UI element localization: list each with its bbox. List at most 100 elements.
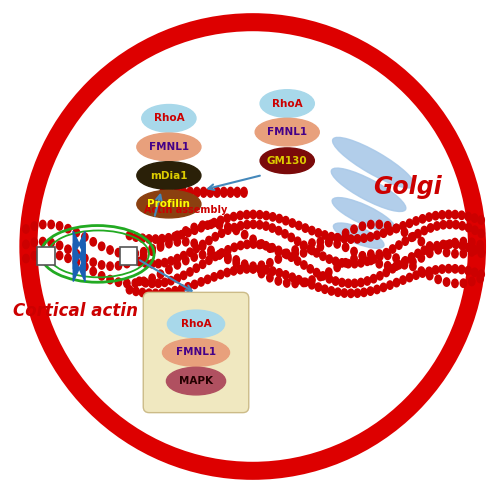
Ellipse shape [326,238,332,246]
Ellipse shape [155,279,162,287]
Ellipse shape [359,251,366,260]
Ellipse shape [452,220,459,229]
FancyBboxPatch shape [37,247,54,265]
Ellipse shape [149,279,155,287]
Ellipse shape [307,265,314,273]
Ellipse shape [194,187,200,197]
Ellipse shape [180,187,186,197]
Ellipse shape [434,222,440,230]
Ellipse shape [40,238,46,246]
Ellipse shape [302,278,308,286]
Ellipse shape [168,310,224,338]
Ellipse shape [402,261,407,269]
Ellipse shape [56,241,63,249]
Polygon shape [74,244,79,269]
Ellipse shape [358,259,364,267]
Ellipse shape [396,261,402,269]
Ellipse shape [300,248,306,257]
Polygon shape [79,231,85,257]
Ellipse shape [418,267,424,275]
Ellipse shape [182,227,189,235]
Ellipse shape [256,211,263,219]
Ellipse shape [216,251,222,259]
Ellipse shape [255,118,320,146]
Ellipse shape [166,236,172,244]
Ellipse shape [107,246,114,254]
Ellipse shape [98,272,105,280]
Ellipse shape [458,211,465,219]
Ellipse shape [40,250,46,258]
Ellipse shape [146,289,152,297]
Ellipse shape [334,263,340,272]
Ellipse shape [428,244,434,252]
Ellipse shape [326,238,332,246]
Ellipse shape [370,255,377,263]
Ellipse shape [182,238,189,246]
Ellipse shape [182,256,189,265]
Ellipse shape [142,279,149,287]
Ellipse shape [149,259,155,268]
Ellipse shape [282,230,288,238]
Ellipse shape [166,240,172,248]
Ellipse shape [418,254,424,262]
Ellipse shape [334,288,341,296]
Ellipse shape [354,289,360,297]
Ellipse shape [322,231,328,239]
Ellipse shape [342,243,349,251]
Ellipse shape [22,240,29,248]
Ellipse shape [426,242,433,250]
Ellipse shape [468,277,475,285]
Ellipse shape [48,220,54,229]
Ellipse shape [459,242,466,250]
Ellipse shape [238,241,244,249]
Ellipse shape [160,187,166,197]
Text: mDia1: mDia1 [150,171,188,180]
Ellipse shape [82,262,88,271]
Ellipse shape [376,260,382,268]
Ellipse shape [224,255,231,264]
Ellipse shape [126,231,132,240]
Ellipse shape [270,267,276,275]
Ellipse shape [477,241,484,249]
Ellipse shape [446,211,452,219]
Ellipse shape [159,235,165,243]
Ellipse shape [334,240,340,248]
Ellipse shape [193,264,200,272]
Ellipse shape [65,245,71,253]
Ellipse shape [212,233,218,241]
Ellipse shape [338,279,345,287]
Ellipse shape [155,259,162,268]
Ellipse shape [140,251,147,260]
Ellipse shape [292,246,298,254]
Ellipse shape [288,233,294,242]
Ellipse shape [402,237,408,246]
Ellipse shape [332,257,339,266]
Ellipse shape [224,214,230,222]
Ellipse shape [192,226,198,234]
Ellipse shape [452,211,458,219]
Ellipse shape [263,242,269,250]
Ellipse shape [208,220,214,229]
Ellipse shape [342,259,349,267]
Ellipse shape [174,261,180,269]
Ellipse shape [314,268,320,277]
Ellipse shape [420,214,426,223]
Ellipse shape [308,226,315,235]
Ellipse shape [234,187,240,197]
Ellipse shape [376,220,382,229]
Ellipse shape [426,271,433,280]
Ellipse shape [421,246,428,254]
Ellipse shape [192,280,198,288]
Polygon shape [74,256,79,282]
Ellipse shape [282,271,289,279]
Ellipse shape [314,248,320,257]
Ellipse shape [187,268,193,276]
Ellipse shape [174,274,180,282]
Ellipse shape [434,242,440,250]
Text: RhoA: RhoA [180,319,212,329]
Ellipse shape [244,220,250,229]
Ellipse shape [82,254,88,262]
Ellipse shape [320,272,326,280]
Ellipse shape [296,276,302,284]
Ellipse shape [393,224,400,233]
